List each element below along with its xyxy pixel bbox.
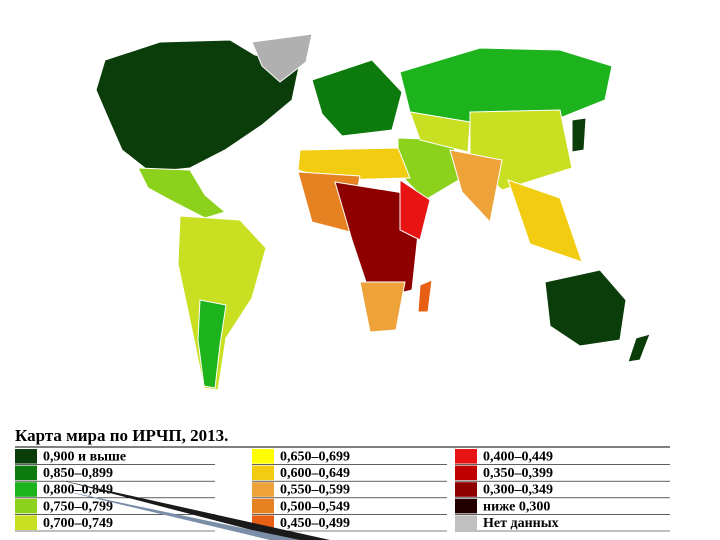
new-zealand — [627, 333, 651, 363]
legend-label: 0,450–0,499 — [280, 516, 350, 531]
southern-africa — [359, 281, 406, 333]
east-africa — [399, 179, 431, 241]
legend-label: 0,900 и выше — [43, 450, 126, 465]
legend-swatch — [455, 482, 477, 497]
central-america — [137, 167, 227, 219]
legend-label: 0,400–0,449 — [483, 450, 553, 465]
decor-stripe — [60, 480, 330, 540]
legend-label: Нет данных — [483, 516, 559, 531]
australia — [544, 269, 627, 347]
japan — [571, 117, 587, 153]
legend-swatch — [252, 498, 274, 514]
legend-swatch — [455, 498, 477, 514]
legend-label: 0,600–0,649 — [280, 466, 350, 481]
decor-stripe — [60, 490, 300, 540]
madagascar — [417, 279, 433, 313]
legend-swatch — [455, 515, 477, 530]
legend-swatch — [252, 449, 274, 464]
legend-swatch — [15, 498, 37, 514]
legend-swatch — [15, 515, 37, 530]
europe — [311, 59, 403, 137]
north-africa — [297, 147, 411, 181]
legend-title: Карта мира по ИРЧП, 2013. — [15, 426, 228, 445]
legend-label: 0,700–0,749 — [43, 516, 113, 531]
north-america — [95, 39, 301, 173]
legend-swatch — [252, 465, 274, 481]
legend-label: 0,300–0,349 — [483, 483, 553, 498]
legend-label: 0,750–0,799 — [43, 499, 113, 514]
world-map — [28, 25, 693, 405]
legend-label: 0,850–0,899 — [43, 466, 113, 481]
slide-decoration — [60, 480, 330, 540]
legend-swatch — [455, 465, 477, 481]
southern-cone — [197, 299, 227, 389]
legend-swatch — [252, 482, 274, 497]
legend-label: ниже 0,300 — [483, 499, 550, 514]
legend-label: 0,350–0,399 — [483, 466, 553, 481]
legend-swatch — [455, 449, 477, 464]
legend-swatch — [15, 482, 37, 497]
india — [449, 149, 503, 224]
southeast-asia — [507, 179, 583, 263]
legend-swatch — [15, 449, 37, 464]
greenland — [251, 33, 313, 83]
legend-label: 0,650–0,699 — [280, 450, 350, 465]
legend-label: 0,550–0,599 — [280, 483, 350, 498]
legend-swatch — [15, 465, 37, 481]
legend-label: 0,500–0,549 — [280, 499, 350, 514]
central-asia — [409, 111, 471, 153]
legend-label: 0,800–0,849 — [43, 483, 113, 498]
legend: Карта мира по ИРЧП, 2013. 0,900 и выше0,… — [15, 426, 670, 532]
